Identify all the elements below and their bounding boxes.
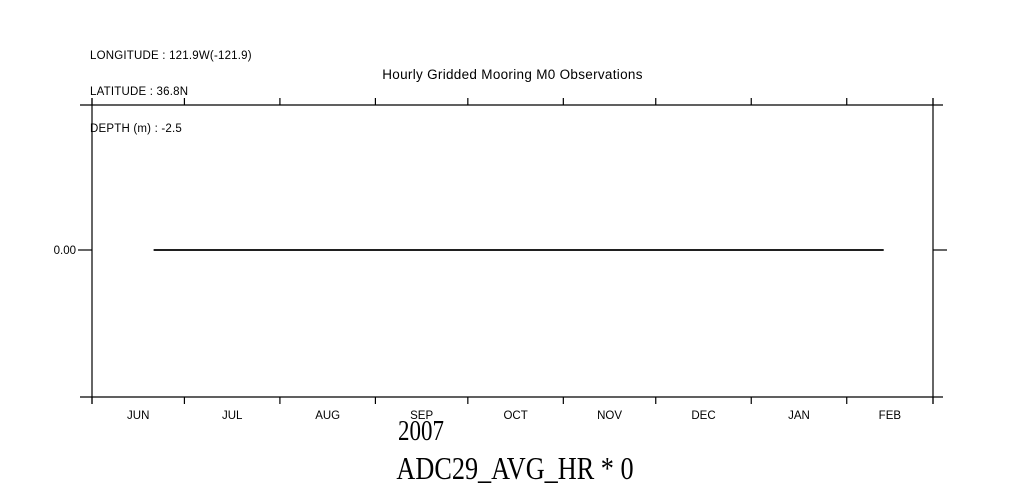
- month-label: OCT: [503, 410, 527, 422]
- plot-title: Hourly Gridded Mooring M0 Observations: [382, 67, 643, 82]
- y-tick-label: 0.00: [54, 245, 76, 257]
- series-label: ADC29_AVG_HR * 0: [396, 450, 634, 486]
- latitude-label: LATITUDE : 36.8N: [90, 86, 189, 99]
- month-label: SEP: [410, 410, 433, 422]
- month-label: NOV: [597, 410, 622, 422]
- year-label: 2007: [398, 416, 444, 447]
- depth-label: DEPTH (m) : -2.5: [90, 123, 183, 136]
- metadata-block: LONGITUDE : 121.9W(-121.9) LATITUDE : 36…: [90, 25, 252, 160]
- month-label: JAN: [788, 410, 810, 422]
- month-label: FEB: [879, 410, 902, 422]
- month-label: DEC: [691, 410, 715, 422]
- longitude-label: LONGITUDE : 121.9W(-121.9): [90, 49, 252, 62]
- month-label: AUG: [315, 410, 340, 422]
- month-label: JUL: [222, 410, 243, 422]
- month-label: JUN: [127, 410, 149, 422]
